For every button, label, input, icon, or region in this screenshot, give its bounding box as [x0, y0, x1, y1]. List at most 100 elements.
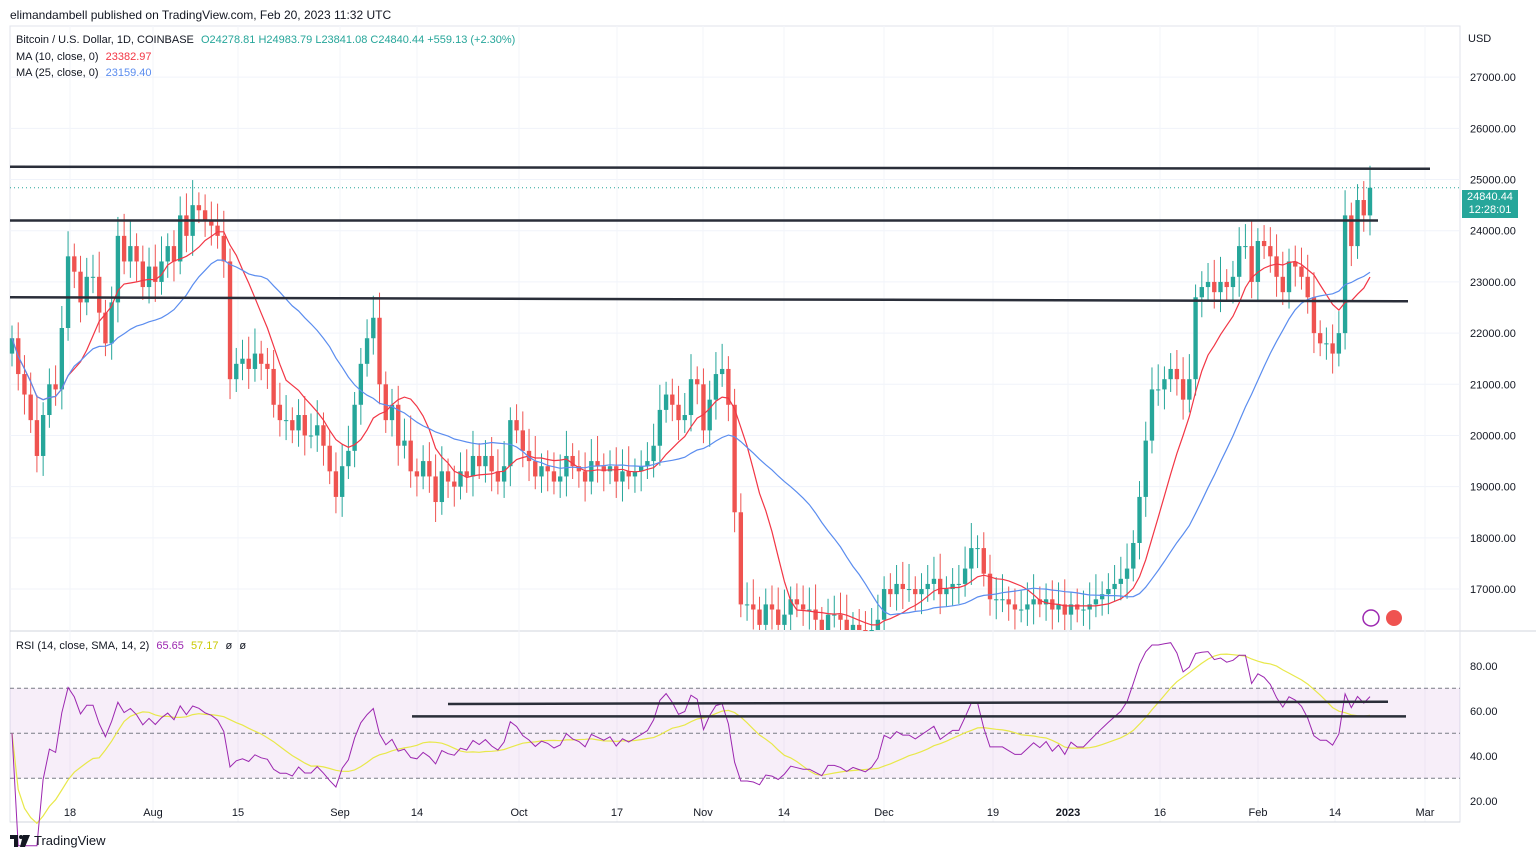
time-tick-label: 14 — [778, 807, 790, 819]
rsi-extra-1: ø — [225, 640, 233, 652]
candle-body — [445, 471, 451, 482]
candle-body — [308, 435, 314, 437]
candle-body — [1311, 297, 1317, 334]
candle-body — [28, 394, 33, 421]
candle-body — [1299, 266, 1304, 277]
candle-body — [707, 399, 712, 431]
candle-body — [9, 338, 15, 354]
candle-body — [1361, 200, 1366, 216]
candle-body — [558, 476, 563, 482]
time-tick-label: 2023 — [1056, 807, 1080, 819]
candle-body — [1218, 281, 1223, 293]
ma25-line — [11, 259, 1371, 616]
price-tick-label: 18000.00 — [1470, 533, 1516, 545]
rsi-level-line-upper — [447, 700, 1389, 706]
time-tick-label: 14 — [1329, 807, 1341, 819]
candle-body — [495, 471, 501, 482]
time-tick-label: Sep — [330, 807, 350, 819]
candle-body — [576, 466, 582, 472]
candle-body — [726, 368, 731, 405]
flash-icon — [1362, 609, 1380, 627]
candle-body — [1112, 583, 1117, 590]
candle-body — [1342, 215, 1348, 334]
candle-body — [377, 317, 382, 385]
candle-body — [950, 583, 955, 590]
candle-body — [751, 604, 756, 610]
candle-body — [464, 471, 469, 477]
candle-body — [383, 384, 388, 421]
rsi-value: 65.65 — [156, 640, 184, 652]
candle-body — [1025, 604, 1030, 610]
candle-body — [1317, 333, 1323, 344]
candle-body — [34, 420, 40, 456]
candle-body — [676, 404, 681, 421]
candle-body — [196, 205, 202, 211]
candle-body — [1018, 609, 1024, 611]
currency-label: USD — [1468, 33, 1492, 45]
candle-body — [564, 455, 569, 477]
time-tick-label: Mar — [1416, 807, 1435, 819]
price-tick-label: 27000.00 — [1470, 72, 1516, 84]
candle-body — [682, 415, 687, 421]
candle-body — [520, 430, 525, 451]
candle-body — [763, 604, 768, 625]
candle-body — [1031, 599, 1036, 605]
candle-body — [1336, 333, 1342, 354]
candle-body — [283, 420, 289, 422]
candle-body — [277, 404, 283, 421]
candle-body — [246, 358, 251, 369]
candle-body — [346, 450, 351, 467]
candle-body — [159, 261, 164, 282]
candle-body — [657, 409, 663, 446]
candle-body — [1131, 542, 1136, 569]
rsi-tick-label: 20.00 — [1470, 796, 1498, 808]
candle-body — [1075, 604, 1080, 610]
candle-body — [227, 261, 233, 380]
candle-body — [439, 471, 445, 503]
candle-body — [925, 583, 930, 590]
candle-body — [1106, 589, 1111, 595]
candle-body — [894, 583, 899, 595]
candle-body — [1156, 389, 1161, 391]
candle-body — [252, 353, 258, 369]
candle-body — [352, 404, 357, 451]
candle-body — [209, 220, 214, 226]
candle-body — [221, 235, 226, 262]
footer-brand-text: TradingView — [34, 833, 106, 848]
candle-body — [1037, 599, 1043, 605]
price-tick-label: 17000.00 — [1470, 584, 1516, 596]
price-tick-label: 23000.00 — [1470, 277, 1516, 289]
candle-body — [1056, 604, 1061, 610]
candle-body — [1187, 379, 1192, 400]
candle-body — [240, 358, 245, 364]
time-tick-label: Nov — [693, 807, 713, 819]
candle-body — [103, 312, 108, 344]
rsi-legend: RSI (14, close, SMA, 14, 2) 65.65 57.17 … — [16, 640, 250, 652]
candle-body — [184, 215, 189, 236]
candle-body — [389, 404, 395, 421]
candle-body — [981, 548, 986, 574]
candle-body — [1305, 276, 1310, 298]
time-tick-label: 19 — [987, 807, 999, 819]
candle-body — [290, 420, 295, 431]
candle-body — [1249, 246, 1254, 282]
candle-body — [688, 379, 694, 416]
candle-body — [719, 368, 725, 375]
candle-body — [601, 466, 606, 472]
candle-body — [614, 466, 619, 482]
candle-body — [265, 363, 270, 369]
candle-body — [1212, 281, 1217, 293]
candle-body — [638, 466, 644, 472]
time-tick-label: 14 — [411, 807, 423, 819]
candle-body — [321, 425, 326, 446]
candle-body — [420, 461, 426, 477]
candle-body — [663, 394, 669, 410]
candle-body — [757, 609, 762, 625]
candle-body — [1180, 379, 1186, 400]
candle-body — [1149, 389, 1155, 441]
candle-body — [695, 379, 700, 385]
candle-body — [1286, 261, 1292, 293]
candle-body — [969, 548, 974, 569]
rsi-label: RSI (14, close, SMA, 14, 2) — [16, 640, 150, 652]
price-tick-label: 22000.00 — [1470, 328, 1516, 340]
